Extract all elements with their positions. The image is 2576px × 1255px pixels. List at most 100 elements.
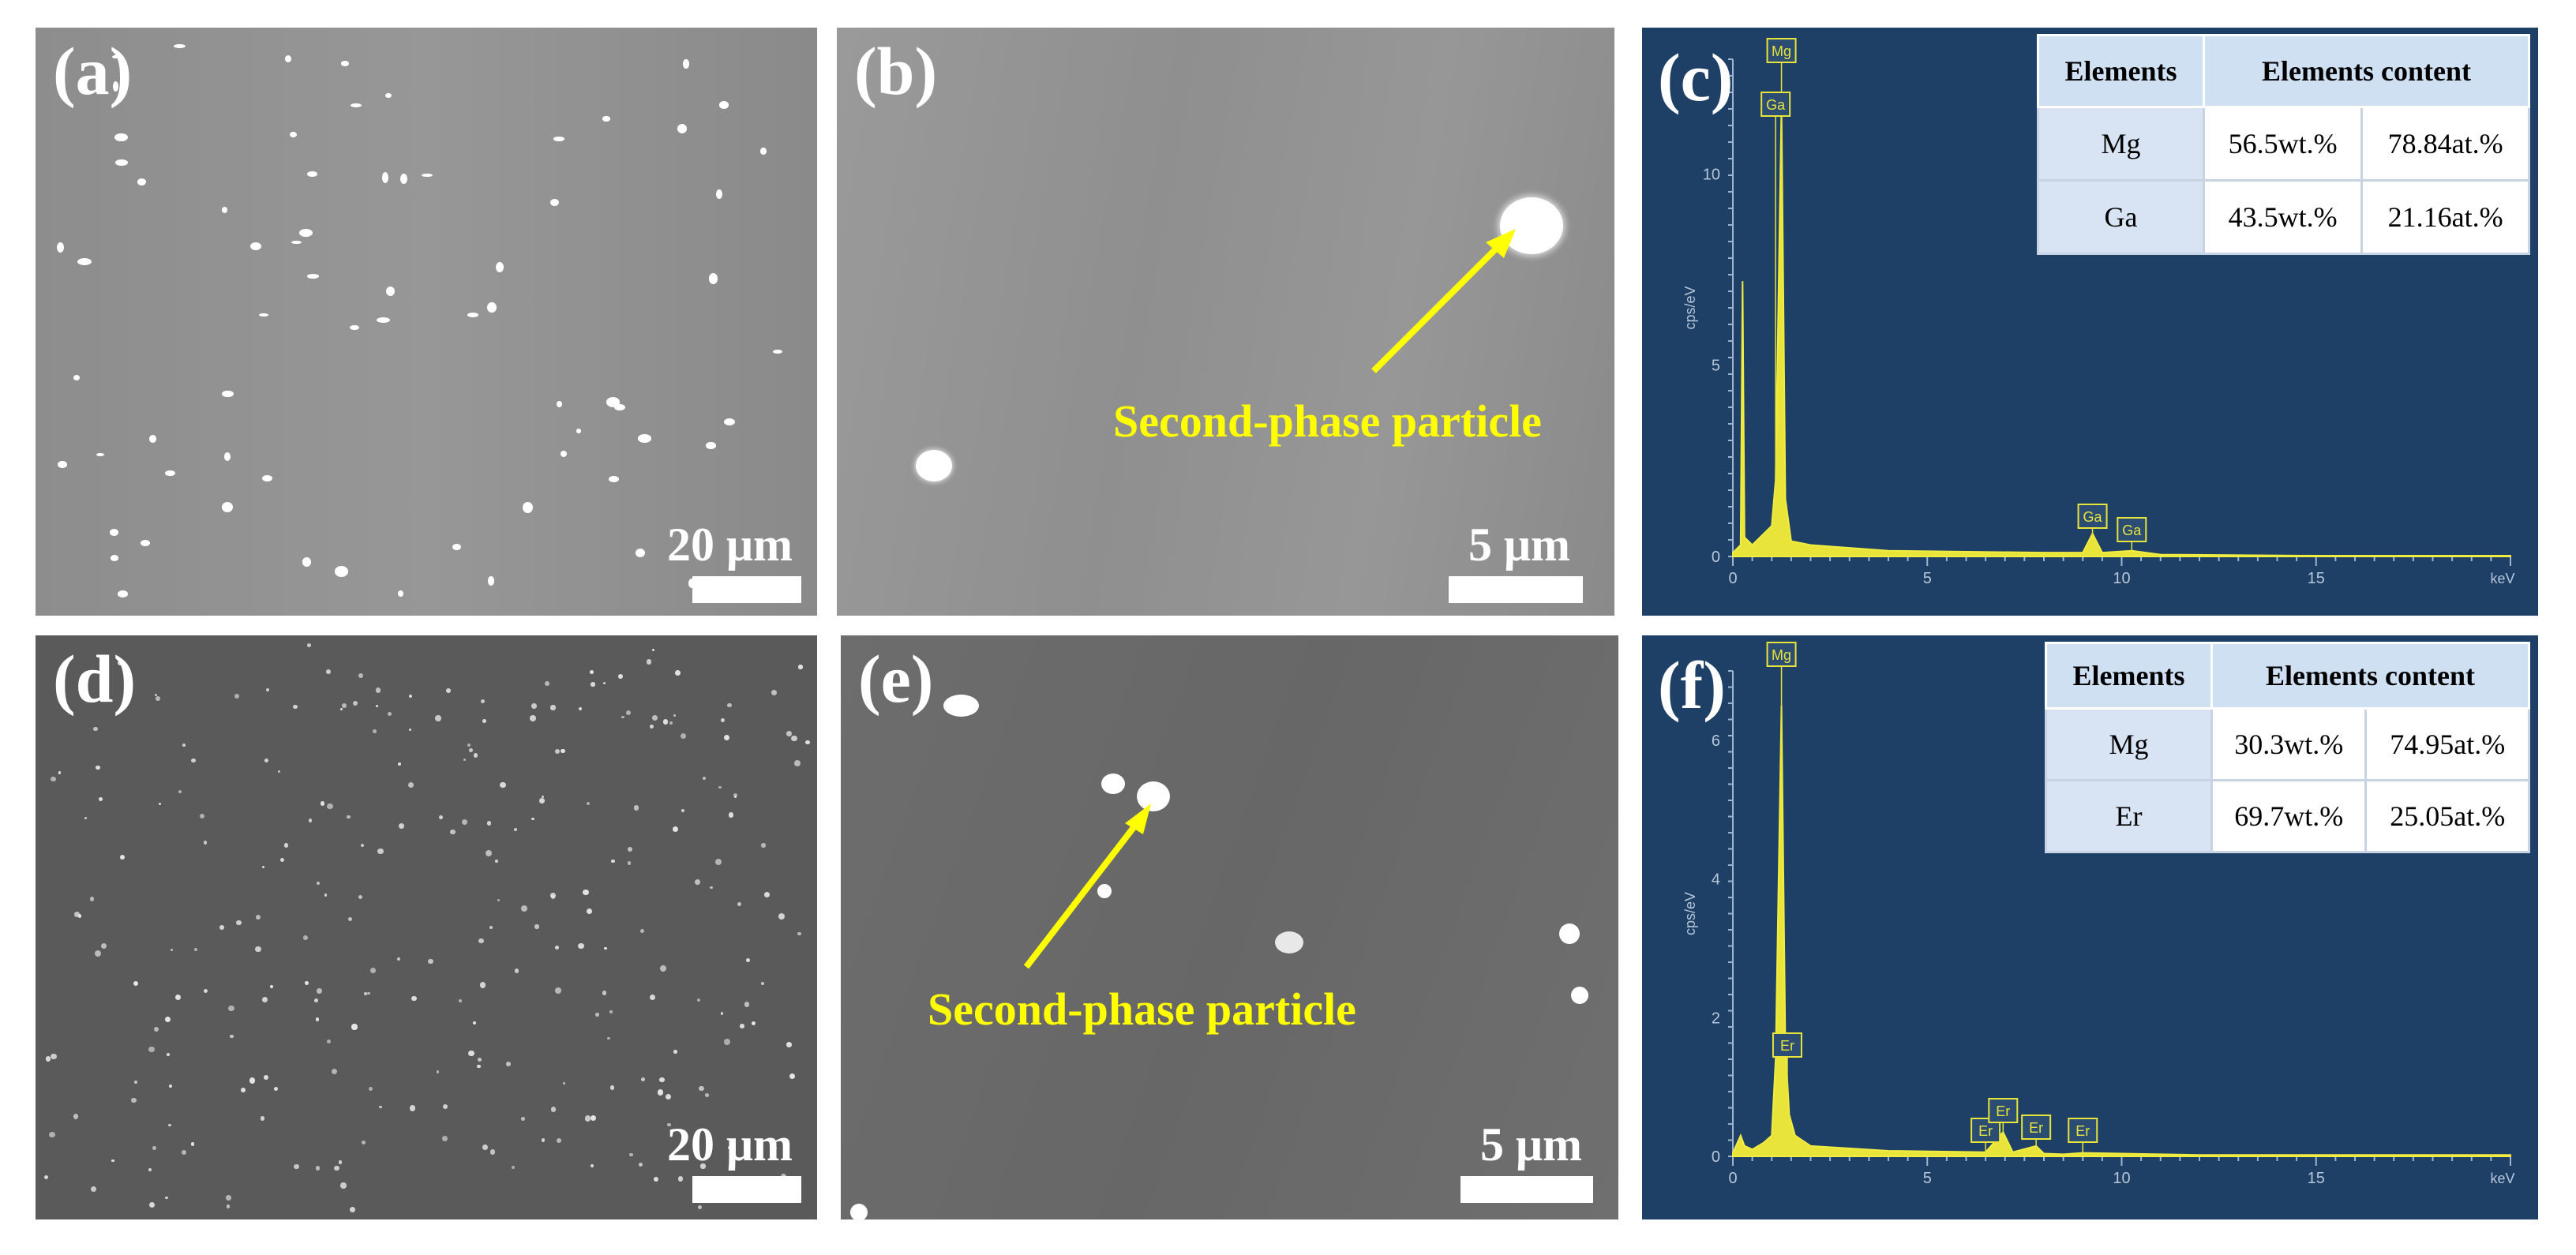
sem-particle <box>458 999 462 1002</box>
sem-particle <box>98 796 103 802</box>
sem-particle <box>316 1166 321 1171</box>
sem-particle <box>111 1159 114 1163</box>
sem-particle <box>168 1123 172 1127</box>
sem-particle <box>489 925 493 929</box>
sem-particle <box>609 1010 613 1013</box>
sem-particle <box>51 1053 57 1060</box>
sem-particle <box>73 912 80 918</box>
panel-f-label: (f) <box>1658 647 1726 723</box>
sem-particle <box>560 451 568 457</box>
sem-particle <box>614 403 625 410</box>
sem-particle <box>482 1144 488 1151</box>
peak-label-text: Er <box>1978 1123 1993 1139</box>
sem-particle <box>719 101 729 109</box>
sem-particle <box>636 549 646 558</box>
sem-particle <box>234 694 240 699</box>
sem-particle <box>530 715 536 722</box>
sem-particle <box>223 451 231 461</box>
sem-particle <box>760 148 767 155</box>
sem-particle <box>586 801 591 805</box>
sem-particle <box>117 660 123 666</box>
sem-particle <box>284 55 292 63</box>
sem-particle <box>114 159 128 167</box>
peak-label-box <box>2077 504 2108 529</box>
sem-particle <box>367 991 370 995</box>
sem-particle <box>361 1141 366 1145</box>
x-tick-label: 10 <box>2113 1170 2130 1187</box>
sem-particle <box>364 991 368 996</box>
sem-particle <box>703 777 707 781</box>
sem-particle <box>740 1024 745 1028</box>
peak-label-text: Mg <box>1772 43 1791 59</box>
sem-particle <box>550 1106 557 1112</box>
sem-particle <box>463 758 467 762</box>
sem-particle <box>167 1053 170 1056</box>
panel-c-label: (c) <box>1658 39 1734 115</box>
sem-particle <box>534 924 539 929</box>
sem-particle <box>148 435 157 444</box>
sem-particle <box>178 790 182 793</box>
table-cell-wt: 43.5wt.% <box>2202 179 2364 255</box>
sem-particle <box>77 914 82 918</box>
sem-particle <box>73 375 80 381</box>
sem-particle <box>375 687 381 693</box>
sem-particle <box>797 932 801 936</box>
table-cell-element: Mg <box>2037 106 2205 182</box>
sem-particle <box>226 1204 230 1208</box>
sem-particle <box>761 843 766 848</box>
sem-particle <box>786 730 793 736</box>
peak-label-text: Ga <box>1766 97 1786 113</box>
sem-particle <box>578 942 584 949</box>
panel-e-scale-text: 5 μm <box>1480 1118 1582 1171</box>
sem-particle <box>798 665 803 669</box>
table-cell-element: Er <box>2045 779 2213 853</box>
sem-particle <box>452 544 461 550</box>
panel-f-eds-spectrum: 0 5 10 15 0 2 4 6 keV cps/eV Mg Er Er Er Er Er (f) Elem… <box>1642 635 2538 1219</box>
sem-particle <box>158 803 162 806</box>
panel-e-scale-bar <box>1460 1176 1593 1203</box>
x-tick-label: 0 <box>1728 570 1737 587</box>
sem-particle <box>358 673 363 679</box>
panel-b-scale-bar <box>1449 576 1583 603</box>
sem-particle <box>487 576 494 586</box>
sem-particle <box>675 670 681 676</box>
sem-particle <box>170 948 174 952</box>
panel-a-label: (a) <box>53 33 133 109</box>
peak-label-box <box>1772 1032 1802 1058</box>
sem-particle <box>551 894 555 899</box>
sem-particle <box>710 886 713 889</box>
x-axis-label: keV <box>2490 1171 2514 1186</box>
sem-particle <box>317 881 321 886</box>
panel-e-label: (e) <box>858 641 934 717</box>
sem-particle <box>495 860 498 863</box>
x-axis-label: keV <box>2490 571 2514 586</box>
sem-particle <box>376 317 391 324</box>
sem-particle <box>521 905 528 912</box>
sem-particle <box>773 350 782 354</box>
sem-particle <box>658 1077 665 1083</box>
sem-particle <box>724 1039 730 1045</box>
sem-particle <box>474 753 478 758</box>
panel-c-composition-table: Elements Elements content Mg 56.5wt.% 78… <box>2037 34 2530 255</box>
table-cell-element: Mg <box>2045 707 2213 781</box>
sem-particle <box>683 59 689 69</box>
peak-label-box <box>1988 1098 2019 1123</box>
sem-particle <box>153 1026 159 1032</box>
sem-particle <box>461 819 467 825</box>
panel-d-sem-image: (d) 20 μm <box>36 635 817 1219</box>
sem-particle <box>249 242 262 250</box>
sem-particle <box>340 708 343 711</box>
peak-label: Ga <box>2077 504 2108 529</box>
sem-particle <box>761 982 764 985</box>
sem-particle <box>450 829 456 835</box>
sem-particle <box>340 61 350 66</box>
peak-label: Er <box>1988 1098 2019 1123</box>
sem-particle <box>397 762 401 766</box>
sem-particle <box>58 771 62 774</box>
y-axis-label: cps/eV <box>1682 892 1698 935</box>
sem-particle <box>700 1163 706 1169</box>
sem-particle <box>385 93 392 99</box>
sem-particle <box>347 815 351 819</box>
sem-particle <box>607 1036 610 1040</box>
sem-particle <box>706 442 716 449</box>
